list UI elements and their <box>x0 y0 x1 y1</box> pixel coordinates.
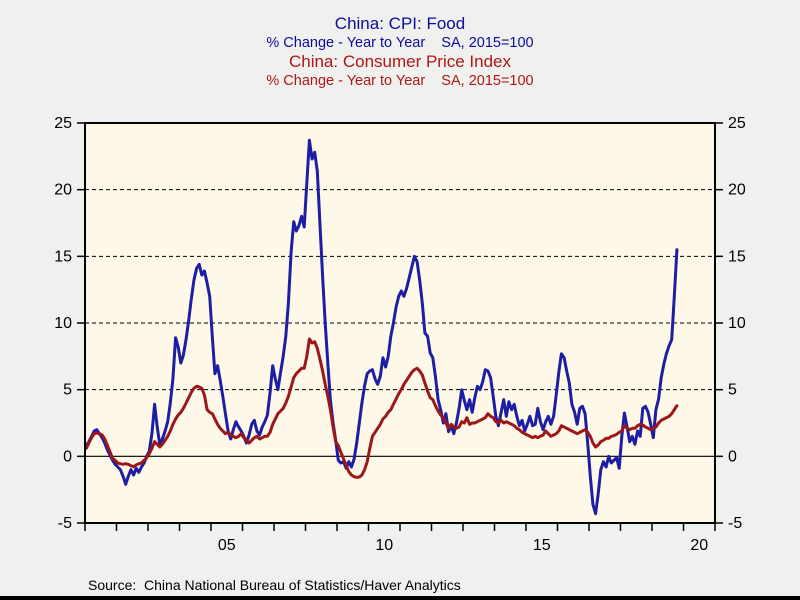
y-label-right-20: 20 <box>728 182 746 199</box>
y-label-left-5: 5 <box>63 382 72 399</box>
y-label-left-0: 0 <box>63 448 72 465</box>
y-label-left-10: 10 <box>54 315 72 332</box>
y-label-right-25: 25 <box>728 115 746 132</box>
y-label-right-0: 0 <box>728 448 737 465</box>
y-label-left-25: 25 <box>54 115 72 132</box>
y-label-left--5: -5 <box>58 515 72 532</box>
y-label-left-15: 15 <box>54 248 72 265</box>
x-label-10: 10 <box>375 537 393 554</box>
title-food: China: CPI: Food <box>334 14 466 33</box>
x-label-15: 15 <box>533 537 551 554</box>
line-cpi-food <box>84 138 679 516</box>
y-label-left-20: 20 <box>54 182 72 199</box>
source-caption: Source: China National Bureau of Statist… <box>88 577 461 593</box>
bottom-border <box>0 596 800 600</box>
subtitle-food: % Change - Year to Year SA, 2015=100 <box>266 34 534 51</box>
line-cpi-headline <box>84 337 679 479</box>
y-label-right-5: 5 <box>728 382 737 399</box>
y-label-right--5: -5 <box>728 515 742 532</box>
title-block: China: CPI: Food % Change - Year to Year… <box>0 14 800 91</box>
x-label-05: 05 <box>218 537 236 554</box>
y-label-right-10: 10 <box>728 315 746 332</box>
y-label-right-15: 15 <box>728 248 746 265</box>
title-cpi: China: Consumer Price Index <box>288 52 512 72</box>
x-label-20: 20 <box>690 537 708 554</box>
subtitle-cpi: % Change - Year to Year SA, 2015=100 <box>266 73 534 90</box>
